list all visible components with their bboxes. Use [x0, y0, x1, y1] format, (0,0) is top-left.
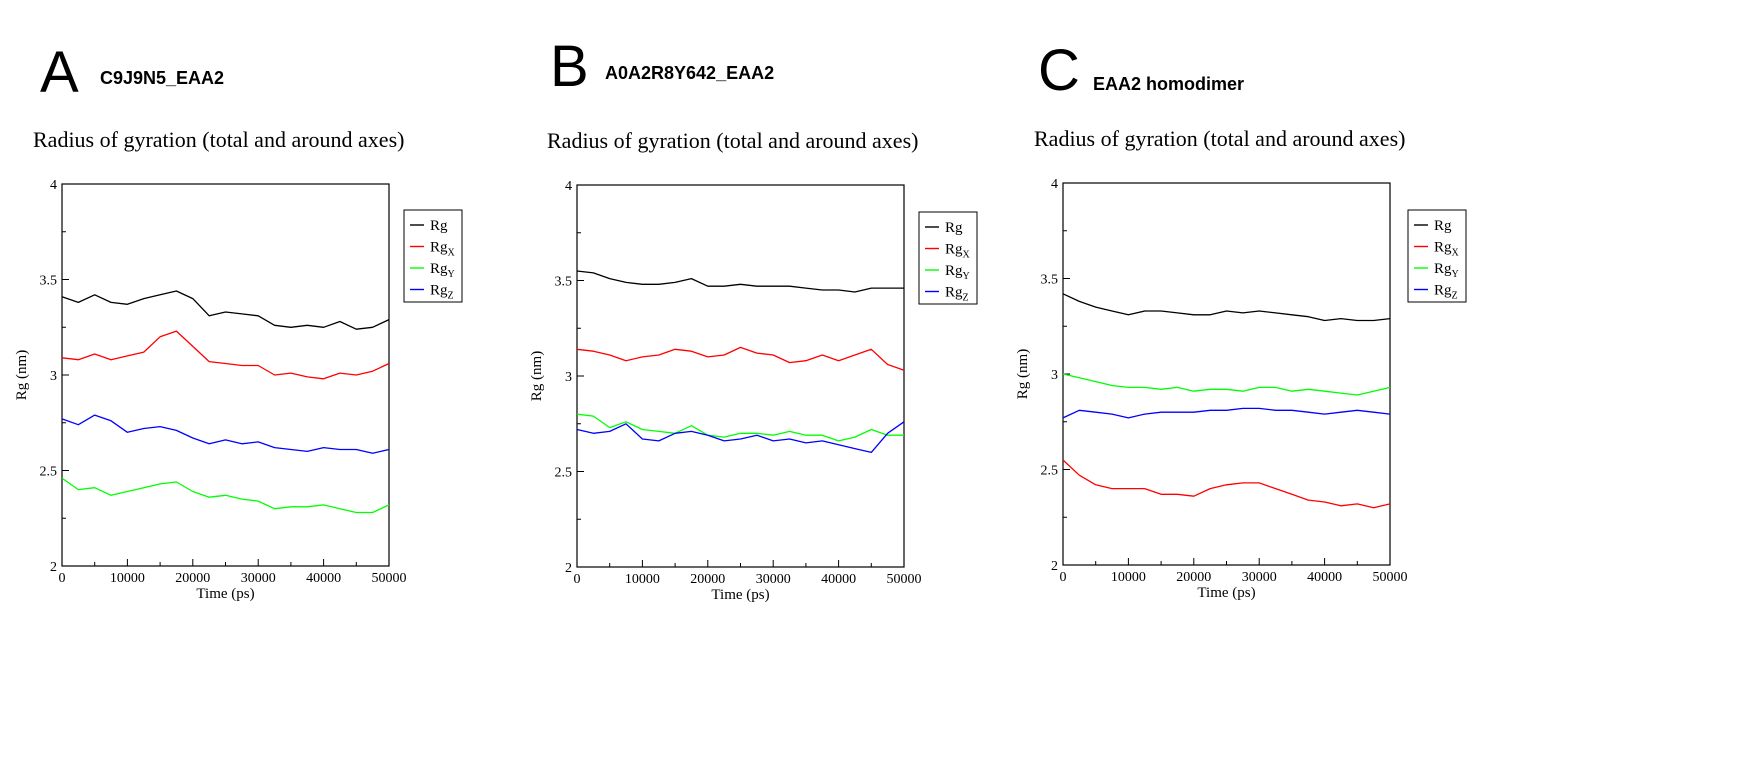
chart-c: 0 10000 20000 30000 40000 50000 2 2.5 3 3.5 4 Time …: [1015, 177, 1467, 601]
x-tick-label: 30000: [756, 572, 791, 587]
legend-label: Rg: [945, 220, 963, 236]
y-tick-label: 2.5: [40, 465, 58, 480]
x-tick-label: 10000: [625, 572, 660, 587]
x-tick-label: 40000: [306, 571, 341, 586]
y-axis-label: Rg (nm): [1015, 349, 1031, 399]
y-tick-label: 2.5: [1041, 464, 1059, 479]
panel-name: A0A2R8Y642_EAA2: [605, 63, 775, 83]
y-tick-label: 3: [565, 370, 572, 385]
y-tick-label: 3.5: [40, 274, 58, 289]
y-tick-label: 2: [1051, 559, 1058, 574]
chart-title: Radius of gyration (total and around axe…: [547, 128, 919, 153]
y-tick-label: 2: [565, 561, 572, 576]
series-line-rgz: [1062, 407, 1391, 419]
series-line-rgz: [576, 421, 905, 454]
y-tick-label: 3: [1051, 368, 1058, 383]
series-line-rgz: [61, 414, 390, 454]
panel-name: C9J9N5_EAA2: [100, 68, 225, 88]
panel-b: B A0A2R8Y642_EAA2 Radius of gyration (to…: [529, 0, 1160, 766]
x-tick-label: 0: [59, 571, 66, 586]
x-axis-label: Time (ps): [196, 586, 254, 602]
chart-title: Radius of gyration (total and around axe…: [1034, 126, 1406, 151]
y-tick-label: 4: [50, 178, 57, 193]
x-axis-label: Time (ps): [711, 587, 769, 603]
panel-letter: C: [1038, 38, 1080, 103]
panel-letter: A: [40, 40, 79, 105]
y-tick-label: 2: [50, 560, 57, 575]
x-tick-label: 0: [574, 572, 581, 587]
series-line-rgx: [1062, 459, 1391, 509]
x-tick-label: 20000: [1176, 570, 1211, 585]
x-tick-label: 30000: [1242, 570, 1277, 585]
y-tick-label: 4: [1051, 177, 1058, 192]
panel-c: C EAA2 homodimer Radius of gyration (tot…: [1015, 0, 1755, 766]
series-line-rg: [576, 270, 904, 293]
series-line-rg: [1062, 293, 1391, 322]
x-tick-label: 50000: [372, 571, 407, 586]
series-line-rgy: [61, 477, 390, 514]
y-axis-label: Rg (nm): [529, 351, 545, 401]
chart-b: 0 10000 20000 30000 40000 50000 2 2.5 3 3.5 4 Time …: [529, 179, 978, 603]
chart-a: 0 10000 20000 30000 40000 50000 2 2.5 3 3.5 4 Time …: [14, 178, 463, 602]
x-tick-label: 10000: [110, 571, 145, 586]
panel-letter: B: [550, 34, 589, 99]
x-tick-label: 50000: [887, 572, 922, 587]
legend-label: Rg: [1434, 218, 1452, 234]
series-line-rgx: [61, 330, 390, 380]
x-tick-label: 50000: [1373, 570, 1408, 585]
x-tick-label: 10000: [1111, 570, 1146, 585]
x-axis-label: Time (ps): [1197, 585, 1255, 601]
y-tick-label: 4: [565, 179, 572, 194]
y-axis-label: Rg (nm): [14, 350, 30, 400]
x-tick-label: 30000: [241, 571, 276, 586]
y-tick-label: 3.5: [555, 275, 573, 290]
panel-a: A C9J9N5_EAA2 Radius of gyration (total …: [0, 0, 580, 766]
x-tick-label: 40000: [1307, 570, 1342, 585]
x-tick-label: 40000: [821, 572, 856, 587]
y-tick-label: 3.5: [1041, 273, 1059, 288]
y-tick-label: 2.5: [555, 466, 573, 481]
panel-name: EAA2 homodimer: [1093, 74, 1245, 94]
series-line-rgx: [576, 346, 905, 371]
series-line-rg: [61, 290, 390, 330]
y-tick-label: 3: [50, 369, 57, 384]
x-tick-label: 20000: [690, 572, 725, 587]
x-tick-label: 0: [1060, 570, 1067, 585]
plot-frame: [576, 184, 905, 568]
chart-title: Radius of gyration (total and around axe…: [33, 127, 405, 152]
series-line-rgy: [576, 413, 904, 442]
series-line-rgy: [1062, 373, 1391, 396]
legend-label: Rg: [430, 218, 448, 234]
x-tick-label: 20000: [175, 571, 210, 586]
